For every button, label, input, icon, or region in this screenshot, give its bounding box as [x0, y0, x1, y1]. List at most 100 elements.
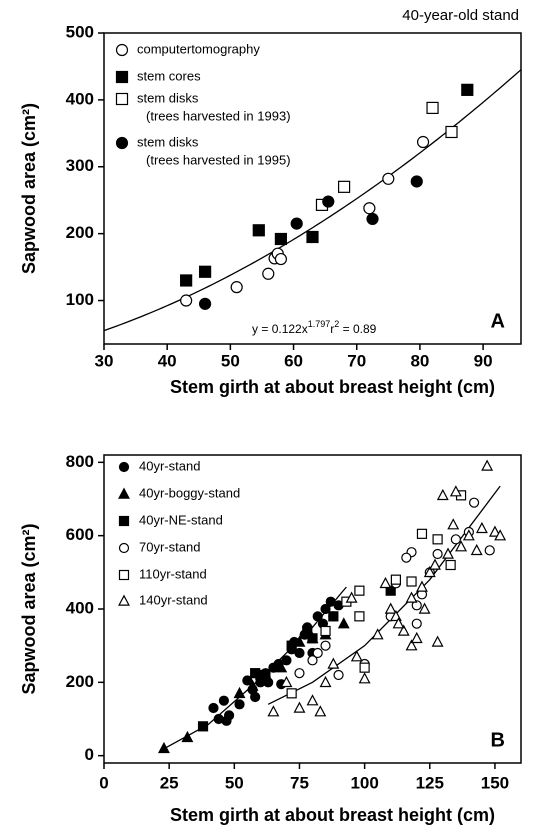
- marker-triangle: [423, 565, 436, 578]
- marker-square: [197, 721, 209, 732]
- x-tick-label: 70: [347, 351, 366, 370]
- marker-square: [306, 230, 319, 244]
- marker-square: [118, 515, 130, 527]
- marker-square: [416, 528, 428, 539]
- marker-triangle: [293, 701, 306, 713]
- marker-square: [320, 625, 331, 637]
- marker-square: [307, 633, 318, 644]
- marker-circle: [118, 542, 130, 554]
- y-tick-label: 200: [66, 672, 94, 691]
- marker-square: [180, 274, 193, 287]
- x-axis-label: Stem girth at about breast height (cm): [170, 377, 495, 397]
- fit-part: =: [339, 322, 353, 336]
- marker-triangle: [280, 675, 293, 688]
- legend-label: 40yr-boggy-stand: [139, 485, 240, 500]
- marker-triangle: [481, 459, 494, 471]
- marker-triangle: [181, 730, 194, 743]
- marker-triangle: [392, 617, 405, 629]
- y-tick-label: 600: [66, 525, 94, 544]
- marker-circle: [290, 217, 303, 230]
- fit-curve: [267, 485, 501, 705]
- marker-square: [274, 232, 288, 246]
- fit-equation: y = 0.122x1.797r2 = 0.89: [252, 319, 377, 336]
- marker-square: [115, 92, 129, 106]
- marker-triangle: [319, 675, 332, 688]
- marker-square: [337, 180, 351, 193]
- marker-circle: [484, 545, 495, 556]
- legend-label: 40yr-NE-stand: [139, 512, 223, 527]
- marker-circle: [320, 640, 331, 651]
- marker-square: [118, 569, 130, 581]
- marker-circle: [401, 552, 412, 563]
- marker-square: [385, 585, 396, 596]
- marker-triangle: [314, 705, 327, 717]
- marker-triangle: [384, 602, 397, 614]
- marker-triangle: [118, 487, 130, 499]
- marker-circle: [230, 281, 243, 294]
- marker-circle: [262, 267, 275, 280]
- legend-label: 140yr-stand: [139, 592, 208, 607]
- marker-square: [302, 625, 313, 637]
- marker-triangle: [358, 672, 371, 684]
- marker-circle: [234, 699, 245, 710]
- marker-square: [426, 101, 439, 115]
- panel-label: A: [491, 310, 505, 332]
- x-tick-label: 40: [158, 351, 177, 370]
- marker-triangle: [429, 558, 441, 570]
- marker-triangle: [449, 485, 462, 497]
- legend-label: stem disks: [137, 90, 199, 105]
- legend-label: computertomography: [137, 41, 260, 56]
- y-tick-label: 300: [66, 156, 94, 175]
- marker-circle: [320, 603, 331, 615]
- marker-circle: [218, 695, 229, 706]
- marker-triangle: [455, 540, 468, 552]
- marker-circle: [115, 136, 129, 150]
- marker-square: [252, 224, 265, 237]
- marker-square: [359, 662, 370, 673]
- marker-triangle: [371, 628, 384, 640]
- marker-circle: [221, 715, 232, 726]
- x-tick-label: 25: [160, 773, 179, 792]
- x-tick-label: 50: [221, 351, 240, 370]
- marker-circle: [250, 691, 261, 703]
- marker-circle: [294, 647, 305, 659]
- marker-circle: [198, 297, 212, 310]
- legend-label: stem cores: [137, 68, 201, 83]
- marker-triangle: [327, 657, 340, 669]
- marker-square: [260, 675, 271, 686]
- fit-part: r: [330, 322, 334, 336]
- marker-circle: [242, 675, 253, 686]
- y-tick-label: 400: [66, 598, 94, 617]
- marker-circle: [450, 534, 461, 545]
- y-tick-label: 200: [66, 223, 94, 242]
- marker-square: [461, 83, 474, 96]
- marker-circle: [281, 655, 292, 666]
- marker-circle: [411, 600, 422, 611]
- marker-circle: [180, 294, 193, 307]
- marker-circle: [366, 212, 379, 226]
- fit-part: 0.89: [353, 322, 377, 336]
- marker-square: [445, 559, 456, 571]
- plot-frame: [103, 454, 522, 764]
- marker-circle: [312, 647, 323, 659]
- y-tick-label: 500: [66, 22, 94, 41]
- x-axis-label: Stem girth at about breast height (cm): [170, 805, 495, 825]
- marker-square: [198, 265, 212, 278]
- y-tick-label: 400: [66, 89, 94, 108]
- marker-circle: [322, 195, 335, 208]
- chart-title: 40-year-old stand: [402, 7, 519, 24]
- marker-square: [354, 611, 365, 622]
- marker-circle: [468, 497, 480, 508]
- marker-triangle: [410, 631, 423, 644]
- marker-triangle: [246, 679, 259, 691]
- panel-label: B: [491, 729, 505, 751]
- x-tick-label: 50: [225, 773, 244, 792]
- marker-square: [286, 640, 297, 651]
- fit-part: x: [302, 322, 308, 336]
- marker-triangle: [275, 661, 288, 673]
- y-axis-label: Sapwood area (cm²): [19, 523, 39, 694]
- marker-triangle: [397, 624, 410, 636]
- marker-square: [445, 125, 458, 139]
- marker-triangle: [293, 635, 306, 647]
